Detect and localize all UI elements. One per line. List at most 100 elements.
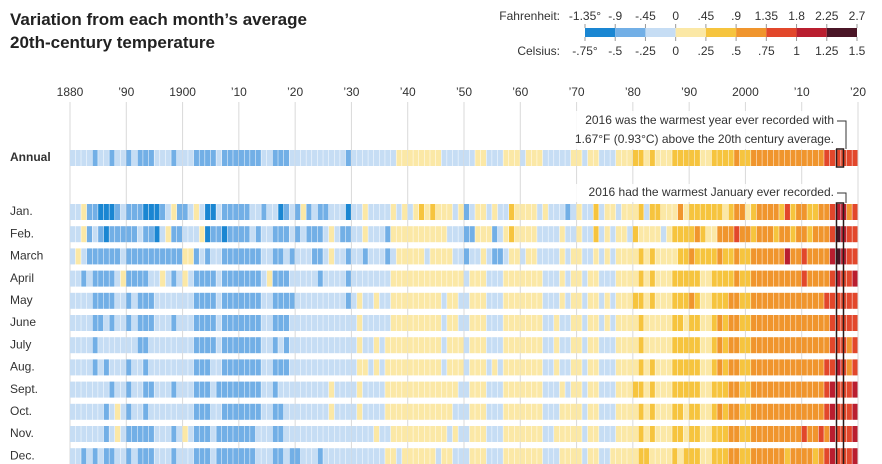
heat-cell (655, 150, 661, 166)
heat-cell (458, 315, 464, 331)
heat-cell (807, 426, 813, 442)
heat-cell (638, 337, 644, 354)
heat-cell (469, 204, 475, 220)
heat-cell (711, 150, 717, 166)
heat-cell (351, 315, 357, 331)
heat-cell (818, 426, 824, 442)
heat-cell (373, 270, 380, 287)
heat-cell (509, 426, 515, 442)
heat-cell (70, 426, 76, 442)
heat-cell (649, 292, 655, 309)
heat-cell (255, 337, 261, 354)
heat-cell (160, 248, 166, 265)
heat-cell (289, 381, 295, 398)
heat-cell (846, 150, 852, 166)
heat-cell (75, 426, 81, 442)
heat-cell (751, 204, 757, 220)
heat-cell (497, 150, 503, 166)
heat-cell (447, 248, 453, 265)
heat-cell (700, 337, 706, 354)
heat-cell (272, 292, 278, 309)
heat-cell (131, 270, 138, 287)
heat-cell (627, 226, 633, 243)
heat-cell (480, 150, 487, 166)
heat-cell (582, 204, 588, 220)
heat-cell (790, 204, 796, 220)
heat-cell (773, 248, 779, 265)
heat-cell (779, 403, 785, 420)
heat-cell (548, 226, 554, 243)
legend-celsius-tick: .5 (731, 44, 741, 58)
heat-cell (587, 204, 593, 220)
heat-cell (554, 359, 560, 376)
heat-cell (807, 270, 813, 287)
heat-cell (458, 292, 464, 309)
heat-cell (176, 359, 183, 376)
heat-cell (520, 381, 526, 398)
heat-cell (666, 248, 672, 265)
heat-cell (812, 315, 819, 331)
heat-cell (373, 226, 380, 243)
heat-cell (435, 337, 441, 354)
heat-cell (81, 381, 87, 398)
heat-cell (756, 359, 762, 376)
heat-cell (86, 204, 93, 220)
heat-cell (137, 270, 143, 287)
heat-cell (430, 337, 436, 354)
heat-cell (328, 426, 335, 442)
heat-cell (193, 270, 199, 287)
heat-cell (267, 226, 273, 243)
heat-cell (627, 204, 633, 220)
heat-cell (683, 270, 689, 287)
heat-cell (306, 270, 312, 287)
heat-cell (295, 359, 301, 376)
heat-cell (784, 403, 790, 420)
heat-cell (756, 426, 762, 442)
heat-cell (357, 426, 363, 442)
heat-cell (345, 337, 351, 354)
heat-cell (509, 403, 515, 420)
heat-cell (683, 448, 689, 464)
heat-cell (317, 426, 323, 442)
heat-cell (649, 381, 655, 398)
heat-cell (627, 337, 633, 354)
heat-cell (627, 448, 633, 464)
heat-cell (666, 204, 672, 220)
legend-swatch (736, 28, 767, 37)
heat-cell (492, 292, 498, 309)
heat-cell (109, 292, 115, 309)
heat-cell (672, 150, 678, 166)
heat-cell (790, 150, 796, 166)
heat-cell (154, 292, 160, 309)
heat-cell (435, 248, 441, 265)
heat-cell (143, 359, 149, 376)
heat-cell (261, 337, 267, 354)
heat-cell (801, 337, 807, 354)
heat-cell (233, 381, 239, 398)
heat-cell (272, 226, 278, 243)
heat-cell (762, 315, 768, 331)
heat-cell (734, 248, 740, 265)
heat-cell (627, 359, 633, 376)
heat-cell (801, 403, 807, 420)
heat-cell (548, 292, 554, 309)
heat-cell (767, 270, 774, 287)
heat-cell (559, 270, 565, 287)
heat-cell (334, 270, 340, 287)
heat-cell (615, 337, 622, 354)
heat-cell (683, 150, 689, 166)
heat-cell (205, 315, 211, 331)
heat-cell (267, 270, 273, 287)
heat-cell (165, 448, 171, 464)
heat-cell (525, 359, 532, 376)
heat-cell (644, 248, 650, 265)
heat-cell (661, 381, 667, 398)
heat-cell (362, 315, 368, 331)
heat-cell (182, 359, 188, 376)
heat-cell (796, 226, 802, 243)
heat-cell (334, 315, 340, 331)
heat-cell (604, 150, 610, 166)
heat-cell (644, 315, 650, 331)
heat-cell (514, 204, 520, 220)
heat-cell (711, 292, 717, 309)
